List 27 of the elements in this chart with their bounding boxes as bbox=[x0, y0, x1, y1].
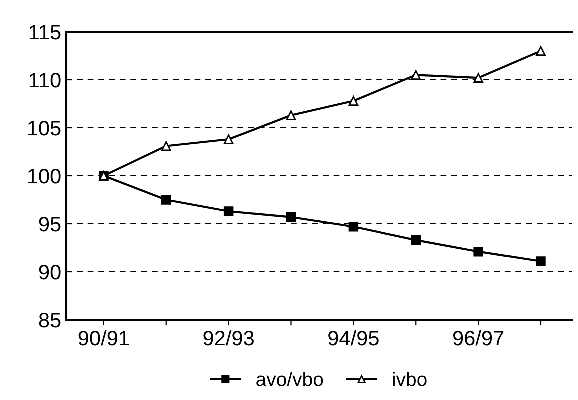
point bbox=[348, 222, 359, 232]
point bbox=[411, 70, 421, 80]
y-tick-label: 100 bbox=[28, 169, 61, 184]
point bbox=[286, 110, 296, 120]
point bbox=[536, 256, 546, 266]
x-tick-label: 96/97 bbox=[453, 330, 504, 346]
point bbox=[224, 134, 234, 144]
point bbox=[224, 206, 234, 216]
point bbox=[474, 73, 484, 83]
y-tick-label: 115 bbox=[30, 25, 61, 40]
point bbox=[474, 246, 484, 257]
y-tick-label: 90 bbox=[39, 265, 61, 280]
point bbox=[162, 195, 172, 205]
y-tick-label: 105 bbox=[28, 121, 61, 136]
y-tick-label: 85 bbox=[39, 313, 61, 328]
point bbox=[162, 141, 172, 152]
y-tick-label: 110 bbox=[30, 73, 61, 88]
legend-label: ivbo bbox=[393, 372, 427, 386]
legend-label: avo/vbo bbox=[256, 372, 324, 386]
x-tick-label: 94/95 bbox=[328, 330, 379, 346]
x-tick-label: 90/91 bbox=[78, 330, 129, 346]
point bbox=[286, 212, 296, 222]
point bbox=[536, 46, 546, 56]
point bbox=[411, 235, 421, 246]
point bbox=[348, 96, 359, 106]
y-tick-label: 95 bbox=[39, 217, 61, 232]
x-tick-label: 92/93 bbox=[204, 330, 254, 346]
